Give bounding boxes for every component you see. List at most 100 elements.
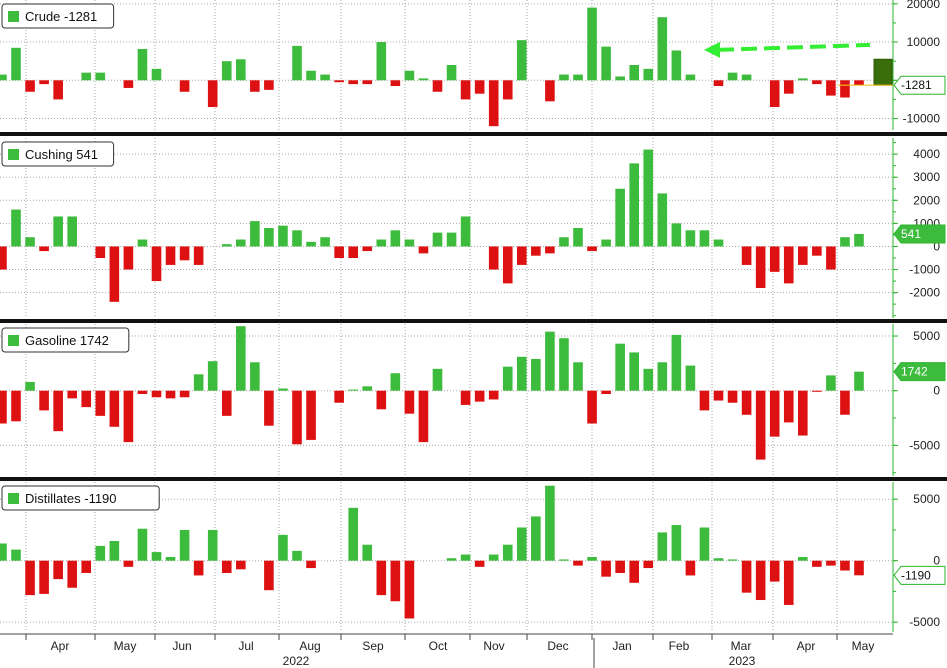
bar: [741, 74, 752, 81]
bar: [236, 326, 246, 391]
last-value-marker: [893, 565, 946, 585]
bar: [292, 550, 302, 561]
bar: [502, 366, 513, 391]
bar: [278, 225, 288, 247]
bar: [95, 390, 106, 416]
bar: [826, 375, 836, 391]
bar: [418, 78, 429, 81]
bar: [418, 390, 429, 443]
bar: [362, 386, 373, 391]
y-tick-label: 5000: [913, 492, 940, 506]
bar: [11, 390, 21, 422]
bar: [376, 239, 387, 247]
bar: [685, 365, 696, 391]
bar: [0, 390, 7, 424]
last-value-label: 1742: [901, 365, 928, 379]
panel-distillates: -5000 0 5000 -1190 Distillates -1190: [0, 482, 946, 632]
bar: [306, 560, 316, 569]
x-tick-label: Nov: [483, 639, 504, 653]
bar: [179, 246, 190, 261]
bar: [615, 560, 625, 573]
panel-gasoline: -5000 0 5000 1742 Gasoline 1742: [0, 324, 946, 476]
bar: [53, 390, 63, 432]
bar: [250, 362, 260, 391]
bar: [278, 388, 288, 391]
legend: Gasoline 1742: [1, 327, 130, 353]
bar: [615, 343, 625, 391]
bar: [699, 230, 710, 247]
bar: [264, 80, 274, 90]
bar: [840, 560, 850, 571]
bar: [826, 80, 836, 96]
panel-divider: [0, 477, 947, 481]
legend-box: [1, 141, 115, 167]
bar: [67, 560, 77, 588]
bar: [713, 239, 724, 247]
bar: [517, 246, 527, 265]
bar: [25, 237, 35, 247]
bar: [545, 331, 555, 391]
bar: [137, 390, 148, 394]
bar: [812, 80, 822, 85]
bar: [727, 559, 738, 561]
bar: [292, 390, 302, 445]
bar: [854, 80, 864, 86]
y-tick-label: 20000: [907, 0, 941, 11]
bar: [306, 70, 316, 81]
bar: [207, 529, 218, 561]
bar: [95, 545, 106, 561]
bar: [783, 246, 794, 284]
bar: [783, 80, 794, 94]
bar: [460, 390, 471, 405]
bar: [250, 221, 260, 247]
bar: [165, 390, 176, 399]
legend-label: Distillates -1190: [25, 491, 117, 506]
bar: [727, 72, 738, 81]
bar: [446, 232, 457, 247]
bar: [123, 80, 134, 88]
bar: [741, 560, 752, 593]
bar: [334, 246, 344, 258]
last-value-marker: [893, 75, 946, 95]
bar: [250, 80, 260, 92]
legend-box: [1, 3, 115, 29]
bar: [39, 80, 49, 85]
bar: [236, 239, 246, 247]
bar: [741, 246, 752, 265]
bar: [292, 45, 302, 81]
bar: [67, 390, 77, 399]
bar: [390, 373, 401, 391]
bar: [587, 557, 597, 561]
bar: [81, 560, 92, 573]
bar: [699, 390, 710, 411]
bar: [123, 560, 134, 567]
bar: [502, 246, 513, 284]
bar: [474, 560, 485, 567]
x-axis: Apr May Jun Jul Aug Sep Oct Nov Dec Jan Feb Mar Apr M…: [0, 633, 893, 668]
bar: [559, 338, 569, 391]
bar: [390, 560, 401, 602]
legend-label: Gasoline 1742: [25, 333, 109, 348]
legend: Cushing 541: [1, 141, 115, 167]
bar: [713, 390, 724, 401]
bar: [404, 390, 415, 414]
bar: [137, 528, 148, 561]
annotation-arrow-shaft: [717, 42, 871, 52]
bar: [657, 17, 668, 81]
bar: [53, 80, 63, 100]
x-tick-label: May: [852, 639, 875, 653]
bar: [699, 527, 710, 561]
bar: [236, 59, 246, 81]
bar: [193, 560, 204, 576]
year-label: 2023: [729, 654, 756, 668]
bar: [755, 390, 766, 460]
bar: [629, 560, 639, 583]
bar: [264, 390, 274, 426]
bar: [334, 390, 344, 403]
bar: [783, 390, 794, 423]
bar: [545, 246, 555, 254]
x-tick-label: Jul: [238, 639, 253, 653]
last-value-label: -1281: [901, 78, 932, 92]
bar: [629, 163, 639, 247]
